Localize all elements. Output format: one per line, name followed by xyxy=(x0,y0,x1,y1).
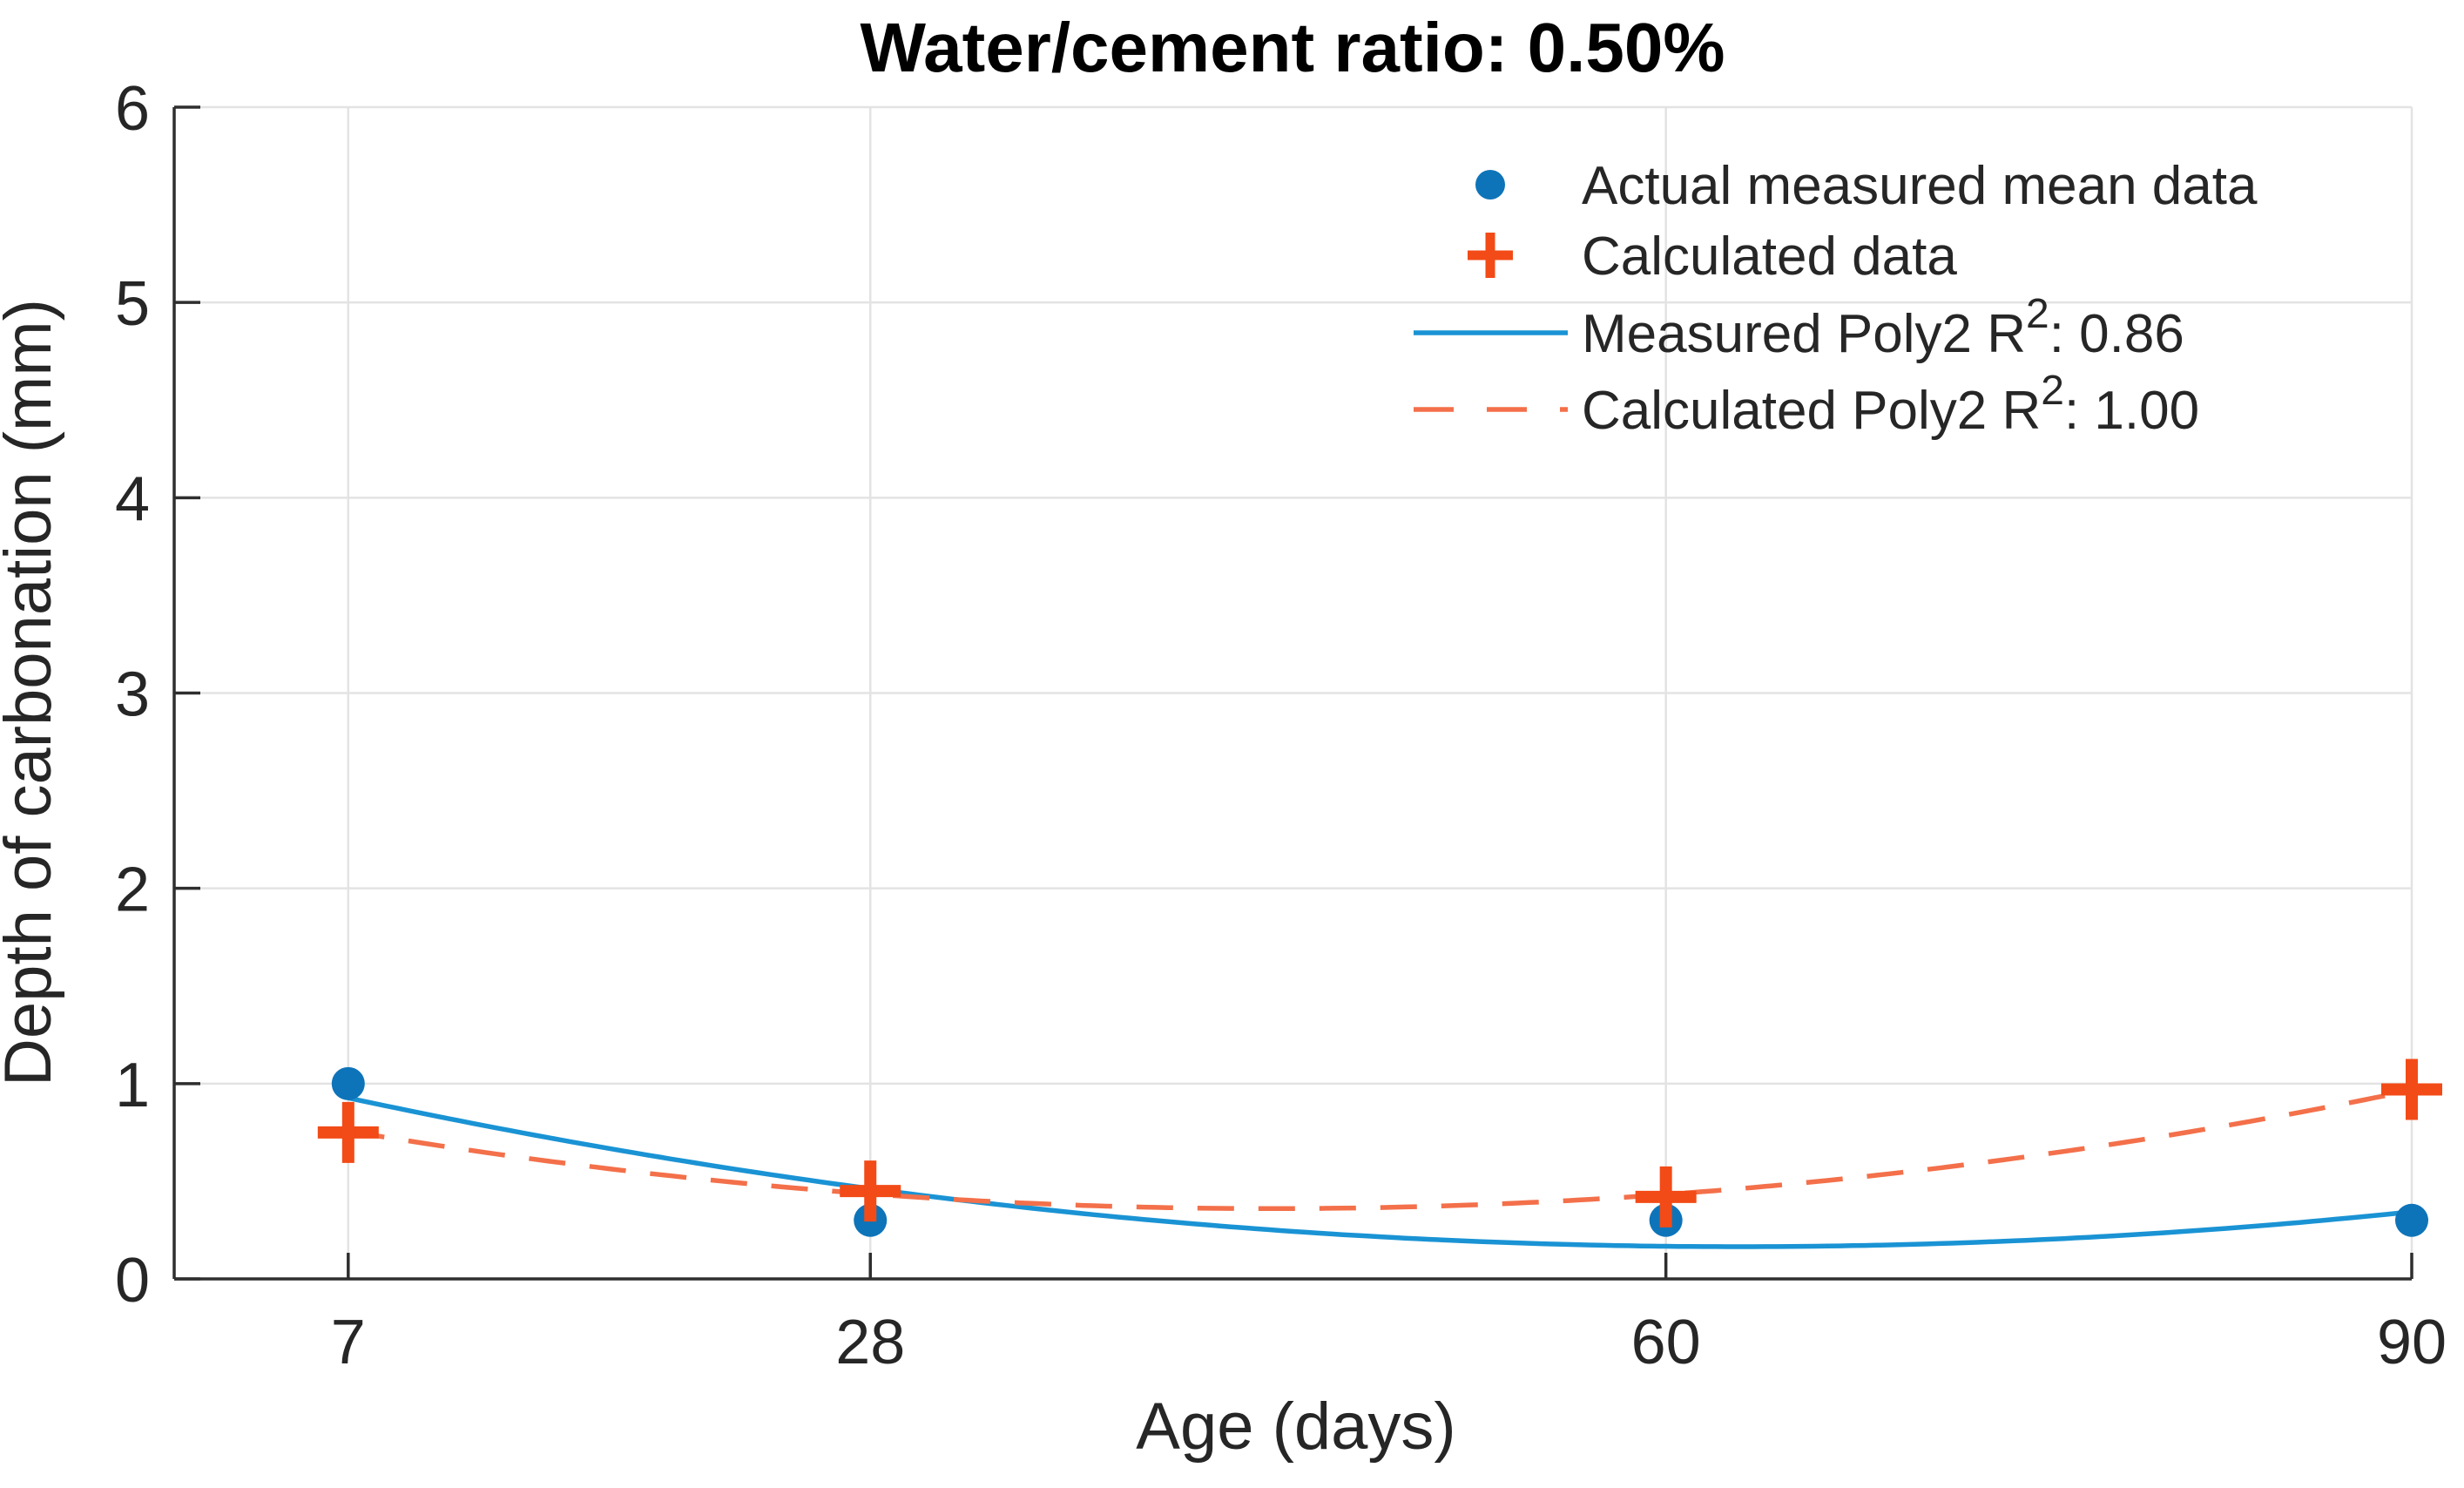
legend-label: Calculated Poly2 R2: 1.00 xyxy=(1582,368,2199,441)
x-tick-label: 28 xyxy=(835,1308,905,1377)
y-tick-label: 4 xyxy=(115,464,150,534)
legend-label: Actual measured mean data xyxy=(1582,156,2258,216)
x-tick-label: 7 xyxy=(331,1308,366,1377)
y-axis-label: Depth of carbonation (mm) xyxy=(0,299,65,1086)
legend-label: Measured Poly2 R2: 0.86 xyxy=(1582,291,2184,364)
legend-swatch-measured-data xyxy=(1475,170,1505,200)
x-tick-label: 60 xyxy=(1631,1308,1701,1377)
y-tick-label: 0 xyxy=(115,1246,150,1316)
y-tick-label: 6 xyxy=(115,74,150,144)
measured-fit-curve xyxy=(348,1095,2413,1249)
measured-point xyxy=(2395,1203,2428,1237)
y-tick-label: 1 xyxy=(115,1051,150,1120)
calculated-fit-curve xyxy=(348,1087,2413,1212)
y-tick-label: 3 xyxy=(115,660,150,730)
measured-point xyxy=(331,1066,365,1100)
chart-title: Water/cement ratio: 0.50% xyxy=(861,9,1725,86)
legend-label: Calculated data xyxy=(1582,227,1957,287)
y-tick-label: 2 xyxy=(115,856,150,925)
x-axis-label: Age (days) xyxy=(1136,1390,1456,1464)
y-tick-label: 5 xyxy=(115,269,150,339)
x-tick-label: 90 xyxy=(2377,1308,2447,1377)
plot-area: 7 28 60 90 0 1 2 3 4 5 6 xyxy=(115,74,2447,1377)
legend: Actual measured mean data Calculated data… xyxy=(1414,156,2258,441)
